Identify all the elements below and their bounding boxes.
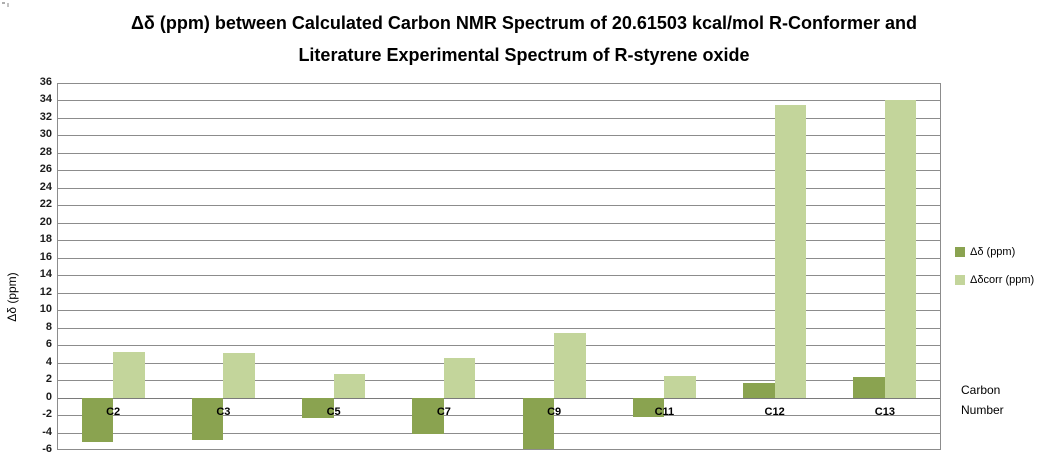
- legend-swatch-dark-green: [955, 247, 965, 257]
- y-tick-label: 4: [45, 355, 52, 368]
- y-tick-label: 32: [39, 110, 52, 123]
- gridline: [58, 310, 940, 312]
- bar-C13-series1: [884, 100, 917, 398]
- bar-C12-series1: [774, 104, 807, 398]
- y-tick-label: 26: [39, 163, 52, 176]
- plot-area: C2 C3 C5 C7 C9 C11 C12 C13: [57, 83, 941, 450]
- y-tick-label: 28: [39, 145, 52, 158]
- y-tick-label: 22: [39, 198, 52, 211]
- bar-C11-series0: [632, 397, 665, 417]
- y-tick-label: 16: [39, 250, 52, 263]
- bar-C5-series1: [333, 373, 366, 398]
- gridline: [58, 240, 940, 242]
- category-label-C9: C9: [547, 405, 562, 418]
- y-tick-label: 18: [39, 233, 52, 246]
- y-tick-label: 30: [39, 128, 52, 141]
- gridline: [58, 222, 940, 224]
- bar-C3-series0: [191, 397, 224, 441]
- bar-C13-series0: [853, 376, 885, 398]
- y-tick-label: 24: [39, 180, 52, 193]
- y-tick-label: -4: [42, 425, 52, 438]
- bar-C9-series1: [554, 332, 586, 398]
- category-label-C2: C2: [106, 405, 121, 418]
- bar-C7-series1: [443, 358, 476, 398]
- chart-title: Δδ (ppm) between Calculated Carbon NMR S…: [0, 8, 1048, 71]
- screen-artifact: [2, 2, 10, 8]
- bar-C5-series0: [302, 397, 334, 418]
- category-label-C5: C5: [326, 405, 341, 418]
- legend-swatch-light-green: [955, 275, 965, 285]
- gridline: [58, 362, 940, 364]
- category-label-C3: C3: [216, 405, 231, 418]
- y-tick-label: -6: [42, 443, 52, 455]
- legend-item-delta: Δδ (ppm): [955, 246, 1034, 258]
- y-tick-label: 20: [39, 215, 52, 228]
- y-tick-label: -2: [42, 408, 52, 421]
- bar-C3-series1: [223, 353, 255, 398]
- gridline: [58, 117, 940, 119]
- y-tick-label: 6: [45, 338, 52, 351]
- legend-label-delta: Δδ (ppm): [970, 246, 1016, 258]
- gridline: [58, 83, 940, 84]
- x-axis-title-line2: Number: [961, 403, 1004, 417]
- gridline: [58, 205, 940, 207]
- bar-C7-series0: [412, 397, 444, 435]
- zero-axis-line: [58, 397, 940, 399]
- y-tick-label: 2: [45, 373, 52, 386]
- gridline: [58, 187, 940, 189]
- gridline: [58, 327, 940, 329]
- category-label-C11: C11: [654, 405, 675, 418]
- y-tick-label: 12: [39, 285, 52, 298]
- category-label-C13: C13: [874, 405, 895, 418]
- gridline: [58, 257, 940, 259]
- y-tick-label: 34: [39, 93, 52, 106]
- x-axis-title-line1: Carbon: [961, 383, 1001, 397]
- bar-C2-series1: [113, 352, 145, 398]
- gridline: [58, 380, 940, 382]
- gridline: [58, 449, 940, 450]
- bar-C2-series0: [81, 397, 114, 443]
- legend-item-deltacorr: Δδcorr (ppm): [955, 274, 1034, 286]
- gridline: [58, 415, 940, 417]
- y-tick-label: 10: [39, 303, 52, 316]
- category-label-C7: C7: [436, 405, 451, 418]
- gridline: [58, 292, 940, 294]
- gridline: [58, 135, 940, 137]
- legend: Δδ (ppm) Δδcorr (ppm): [955, 246, 1034, 302]
- legend-label-deltacorr: Δδcorr (ppm): [970, 274, 1035, 286]
- gridline: [58, 275, 940, 277]
- y-tick-label: 0: [45, 390, 52, 403]
- category-label-C12: C12: [764, 405, 785, 418]
- bar-C11-series1: [664, 375, 696, 398]
- bar-C9-series0: [522, 397, 555, 450]
- gridline: [58, 345, 940, 347]
- y-tick-label: 14: [39, 268, 52, 281]
- gridline: [58, 152, 940, 154]
- chart-title-text: Δδ (ppm) between Calculated Carbon NMR S…: [130, 13, 917, 65]
- y-tick-label: 36: [39, 76, 52, 88]
- gridline: [58, 100, 940, 102]
- gridline: [58, 432, 940, 434]
- x-axis-title: Carbon Number: [961, 380, 1004, 420]
- bar-C12-series0: [743, 382, 775, 398]
- gridline: [58, 170, 940, 172]
- y-tick-label: 8: [45, 320, 52, 333]
